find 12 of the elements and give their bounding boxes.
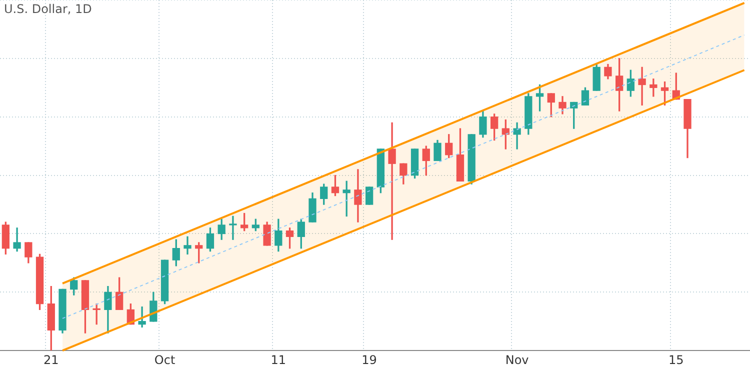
x-tick-label: Oct — [154, 352, 176, 367]
candlestick — [388, 122, 396, 240]
candlestick — [184, 236, 192, 255]
candlestick — [638, 66, 646, 106]
x-tick-label: 19 — [362, 352, 377, 367]
candlestick — [229, 216, 237, 240]
x-tick-label: 11 — [270, 352, 286, 367]
x-tick-label: 15 — [668, 352, 684, 367]
x-tick-label: 21 — [43, 352, 59, 367]
candlestick — [513, 122, 521, 150]
x-tick-label: Nov — [505, 352, 529, 367]
chart-title: U.S. Dollar, 1D — [4, 2, 92, 16]
